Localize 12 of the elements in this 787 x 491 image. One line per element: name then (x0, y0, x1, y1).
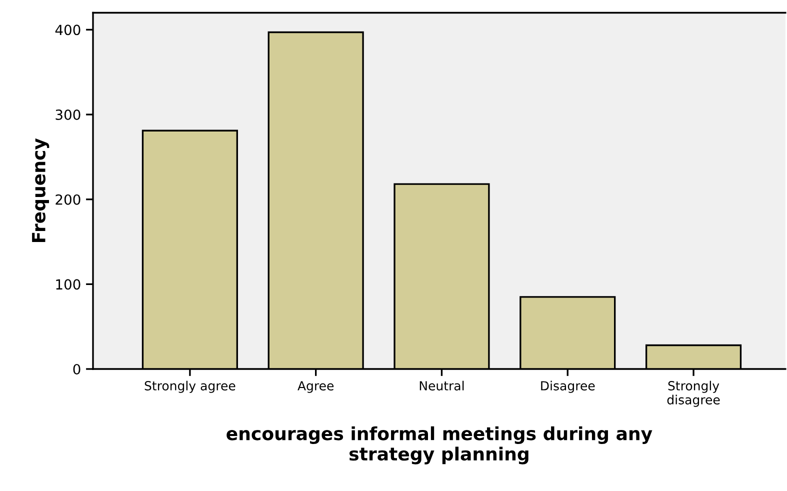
x-tick-label: Strongly agree (144, 380, 236, 393)
y-tick-label: 100 (56, 279, 80, 290)
y-tick-label: 300 (56, 109, 80, 120)
y-tick-label: 200 (56, 194, 80, 205)
x-tick-label: Strongly disagree (667, 380, 720, 407)
x-tick-label: Agree (298, 381, 334, 393)
x-tick-label: Neutral (420, 380, 464, 390)
y-tick-label: 0 (73, 364, 80, 374)
y-tick-label: 400 (55, 24, 80, 36)
y-axis-title: Frequency (32, 138, 50, 242)
x-axis-title: encourages informal meetings during any strategy planning (226, 426, 652, 464)
x-tick-label: Disagree (541, 380, 595, 393)
